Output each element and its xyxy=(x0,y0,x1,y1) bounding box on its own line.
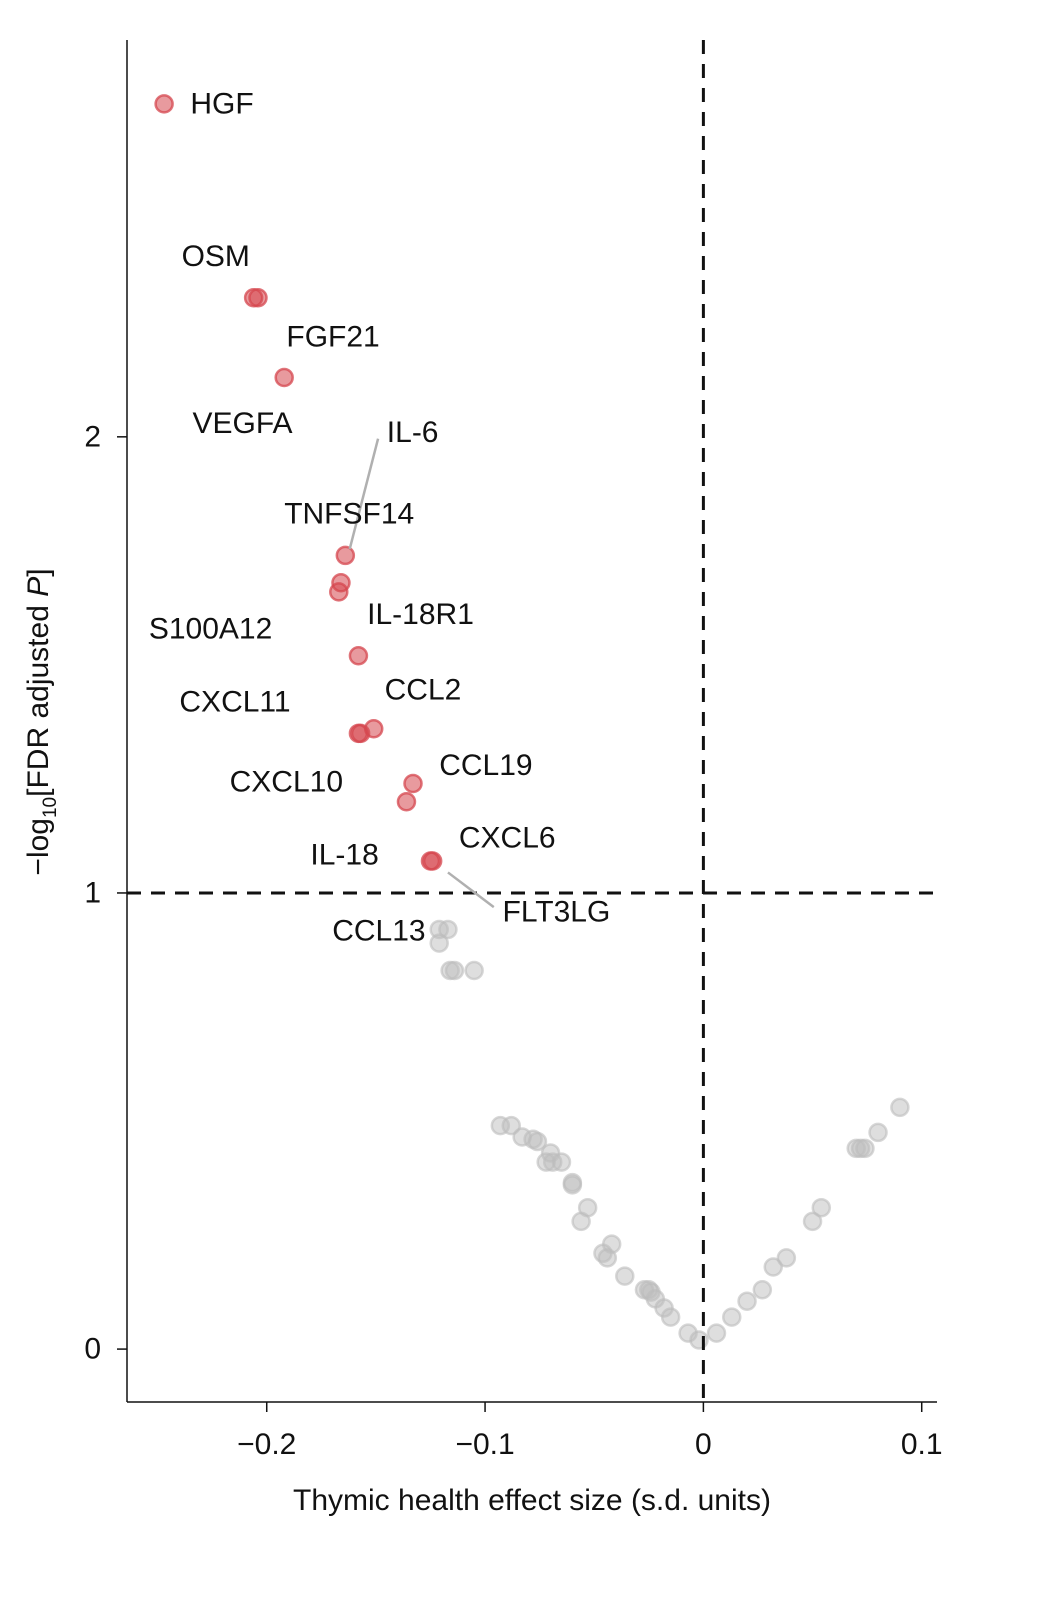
nonsignificant-point xyxy=(722,1307,742,1327)
point-label: HGF xyxy=(190,87,253,120)
nonsignificant-point xyxy=(438,919,458,940)
nonsignificant-point xyxy=(571,1211,591,1232)
nonsignificant-point xyxy=(868,1122,888,1143)
reference-lines xyxy=(127,40,937,1402)
nonsignificant-point xyxy=(551,1152,572,1172)
y-tick-label: 2 xyxy=(84,420,101,453)
nonsignificant-point xyxy=(737,1291,757,1311)
x-tick-label: 0.1 xyxy=(901,1428,943,1461)
significant-point xyxy=(348,646,369,666)
y-tick-label: 1 xyxy=(84,876,101,909)
nonsignificant-point xyxy=(444,960,465,981)
nonsignificant-point xyxy=(527,1131,548,1152)
point-label: VEGFA xyxy=(192,407,292,440)
leader-lines xyxy=(348,438,495,909)
point-label: CXCL11 xyxy=(179,685,290,718)
y-tick-label: 0 xyxy=(84,1333,101,1366)
nonsignificant-point xyxy=(429,933,449,953)
points-layer xyxy=(154,94,910,1350)
nonsignificant-point xyxy=(763,1257,784,1277)
point-label: TNFSF14 xyxy=(284,497,414,530)
y-title-suffix: ] xyxy=(22,568,55,576)
significant-point xyxy=(363,719,384,739)
point-label: IL-18 xyxy=(310,839,378,872)
x-tick-label: −0.1 xyxy=(455,1428,514,1461)
y-title-subscript: 10 xyxy=(40,797,61,818)
y-title-middle: [FDR adjusted xyxy=(22,597,55,797)
point-label: OSM xyxy=(182,240,250,273)
significant-point xyxy=(403,773,423,794)
axes: −0.2 −0.1 0 0.1 0 1 2 xyxy=(84,40,943,1461)
significant-point xyxy=(329,582,349,602)
nonsignificant-point xyxy=(501,1115,522,1136)
nonsignificant-point xyxy=(811,1197,832,1218)
significant-point xyxy=(422,851,443,871)
x-tick-label: 0 xyxy=(695,1428,712,1461)
leader-line xyxy=(348,438,380,550)
nonsignificant-point xyxy=(706,1323,727,1343)
point-label: CCL13 xyxy=(332,914,425,947)
significant-point xyxy=(335,545,356,566)
point-label: CXCL10 xyxy=(230,766,343,799)
nonsignificant-point xyxy=(689,1330,709,1350)
nonsignificant-point xyxy=(597,1248,618,1268)
significant-point xyxy=(248,287,268,308)
point-label: IL-6 xyxy=(387,416,439,449)
y-axis-title: −log10[FDR adjusted P] xyxy=(22,568,61,875)
nonsignificant-point xyxy=(562,1175,583,1195)
x-tick-label: −0.2 xyxy=(237,1428,296,1461)
y-title-italic: P xyxy=(22,577,55,597)
nonsignificant-point xyxy=(615,1266,635,1286)
significant-point xyxy=(154,94,174,114)
significant-point xyxy=(396,791,417,812)
point-label: CCL19 xyxy=(439,749,532,782)
nonsignificant-point xyxy=(776,1248,797,1268)
significant-point xyxy=(274,367,294,388)
point-label: IL-18R1 xyxy=(367,598,474,631)
y-title-prefix: −log xyxy=(22,818,55,876)
x-axis-title: Thymic health effect size (s.d. units) xyxy=(293,1484,771,1517)
nonsignificant-point xyxy=(855,1138,875,1159)
nonsignificant-point xyxy=(890,1097,910,1118)
nonsignificant-point xyxy=(464,960,484,981)
point-label: CXCL6 xyxy=(459,821,556,854)
nonsignificant-point xyxy=(752,1280,773,1300)
annotations-layer: HGF OSM FGF21 VEGFA IL-6 TNFSF14 IL-18R1 S100A1… xyxy=(149,87,611,947)
leader-line xyxy=(447,871,495,909)
point-label: FGF21 xyxy=(286,320,379,353)
point-label: CCL2 xyxy=(385,673,462,706)
point-label: FLT3LG xyxy=(503,896,611,929)
point-label: S100A12 xyxy=(149,612,272,645)
nonsignificant-point xyxy=(660,1307,681,1327)
nonsignificant-point xyxy=(802,1211,823,1232)
